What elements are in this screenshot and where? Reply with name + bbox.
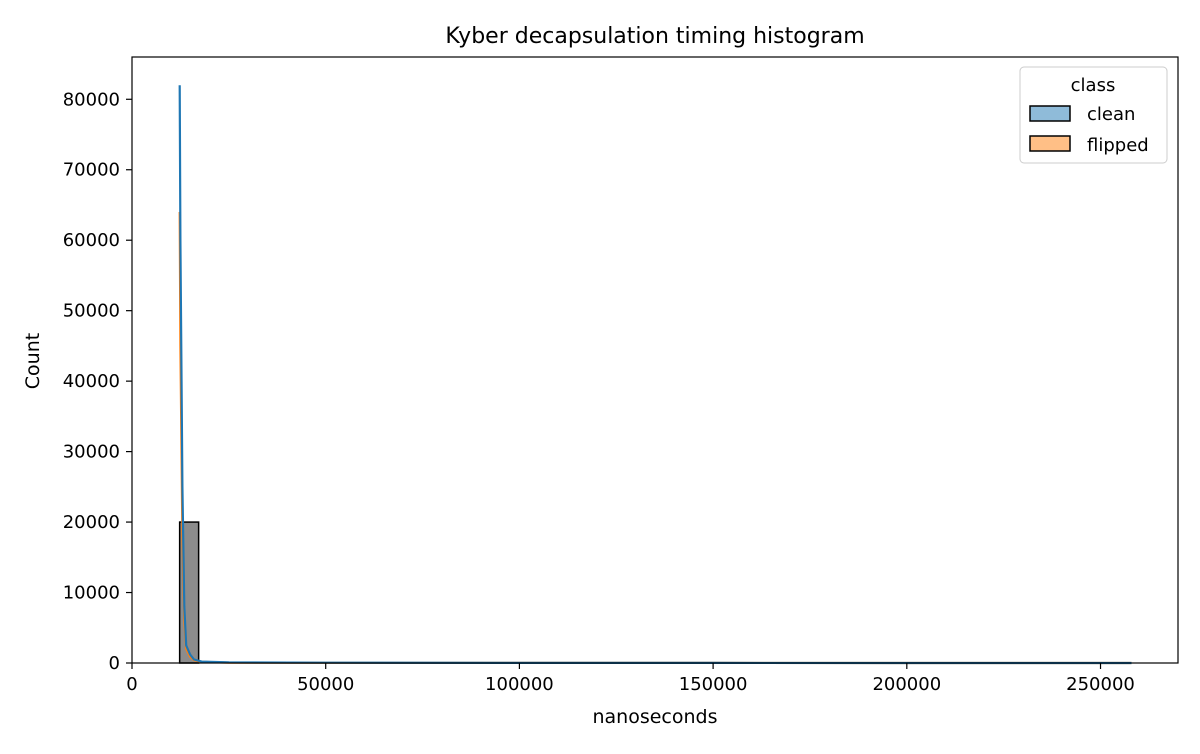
x-axis-label: nanoseconds bbox=[592, 706, 717, 728]
plot-area bbox=[131, 56, 1179, 665]
y-tick-label: 70000 bbox=[63, 160, 120, 181]
x-axis: 0 50000 100000 150000 200000 250000 bbox=[126, 663, 1135, 695]
x-tick-label: 200000 bbox=[872, 674, 941, 695]
chart-title: Kyber decapsulation timing histogram bbox=[445, 24, 864, 49]
legend-swatch-clean bbox=[1029, 105, 1071, 122]
y-axis-label: Count bbox=[22, 333, 44, 389]
legend-swatch-flipped bbox=[1029, 135, 1071, 152]
x-tick-label: 150000 bbox=[679, 674, 748, 695]
x-tick-label: 100000 bbox=[485, 674, 554, 695]
plot-frame bbox=[131, 56, 1179, 664]
y-tick-label: 60000 bbox=[63, 230, 120, 251]
y-tick-label: 30000 bbox=[63, 442, 120, 463]
y-tick-label: 40000 bbox=[63, 371, 120, 392]
y-tick-label: 80000 bbox=[63, 89, 120, 110]
x-tick-label: 250000 bbox=[1066, 674, 1135, 695]
y-tick-label: 50000 bbox=[63, 301, 120, 322]
legend-title: class bbox=[1071, 75, 1116, 96]
y-tick-label: 0 bbox=[109, 653, 120, 674]
x-tick-label: 50000 bbox=[297, 674, 354, 695]
legend-label-clean: clean bbox=[1087, 104, 1135, 125]
legend: class clean flipped bbox=[1019, 66, 1168, 164]
y-axis: 0 10000 20000 30000 40000 50000 60000 70000 8000… bbox=[63, 89, 132, 674]
kde-line-clean bbox=[178, 85, 1132, 665]
y-tick-label: 20000 bbox=[63, 512, 120, 533]
kde-line-flipped bbox=[178, 211, 1132, 665]
legend-label-flipped: flipped bbox=[1087, 135, 1149, 156]
y-tick-label: 10000 bbox=[63, 583, 120, 604]
x-tick-label: 0 bbox=[126, 674, 137, 695]
